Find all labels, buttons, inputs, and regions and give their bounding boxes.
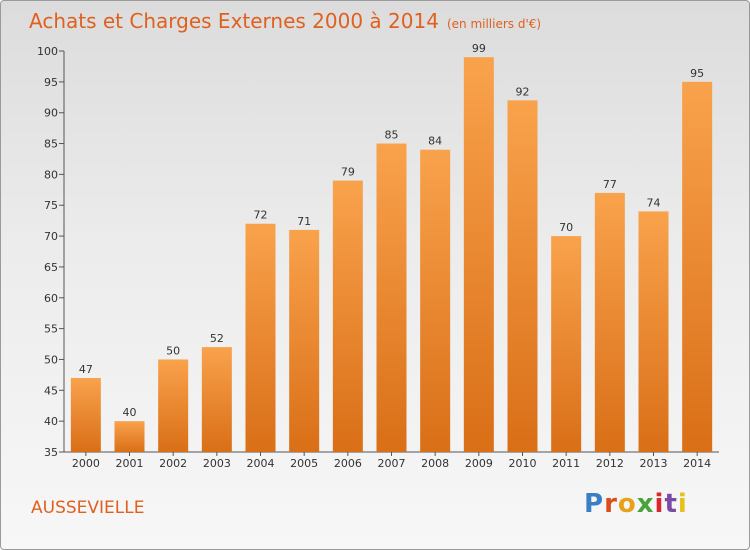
- y-tick-label: 90: [44, 107, 58, 120]
- bar-2006: [332, 180, 363, 453]
- bar-2000: [70, 377, 101, 452]
- logo-letter: t: [664, 489, 678, 519]
- logo-letter: x: [636, 489, 655, 519]
- logo-letter: i: [654, 489, 665, 519]
- bar-2007: [376, 143, 407, 453]
- y-tick-label: 100: [37, 45, 58, 58]
- y-tick-label: 35: [44, 446, 58, 459]
- logo-letter: P: [584, 489, 605, 519]
- y-tick-label: 45: [44, 384, 58, 397]
- value-label-2010: 92: [516, 85, 530, 98]
- y-tick-label: 75: [44, 199, 58, 212]
- bar-2008: [420, 149, 451, 452]
- bar-2002: [158, 359, 189, 452]
- value-label-2014: 95: [690, 67, 704, 80]
- x-tick-label-2008: 2008: [421, 457, 449, 470]
- bar-2014: [682, 81, 713, 452]
- x-tick-label-2000: 2000: [72, 457, 100, 470]
- value-label-2002: 50: [166, 344, 180, 357]
- x-tick-label-2010: 2010: [509, 457, 537, 470]
- x-tick-label-2004: 2004: [247, 457, 275, 470]
- value-label-2004: 72: [254, 209, 268, 222]
- y-tick-label: 40: [44, 415, 58, 428]
- value-label-2005: 71: [297, 215, 311, 228]
- chart-title: Achats et Charges Externes 2000 à 2014 (e…: [29, 9, 541, 33]
- y-tick-label: 60: [44, 292, 58, 305]
- x-tick-label-2012: 2012: [596, 457, 624, 470]
- y-tick-label: 65: [44, 261, 58, 274]
- value-label-2000: 47: [79, 363, 93, 376]
- axes: 35 40 45 50 55 60 65 70 75 80 85 90 95 100 2000 2001 200…: [37, 45, 719, 470]
- value-label-2007: 85: [385, 129, 399, 142]
- bar-2003: [201, 347, 232, 452]
- bar-2011: [551, 236, 582, 452]
- value-label-2006: 79: [341, 166, 355, 179]
- title-text: Achats et Charges Externes 2000 à 2014: [29, 9, 439, 33]
- bar-2009: [463, 57, 494, 453]
- x-tick-label-2003: 2003: [203, 457, 231, 470]
- value-label-2012: 77: [603, 178, 617, 191]
- x-tick-label-2013: 2013: [640, 457, 668, 470]
- bars: 47 40 50 52 72 71 79 85 84 99 92 70 77 74 95: [70, 42, 713, 453]
- x-tick-label-2002: 2002: [159, 457, 187, 470]
- value-label-2001: 40: [123, 406, 137, 419]
- location-label: AUSSEVIELLE: [31, 498, 145, 518]
- title-unit: (en milliers d'€): [446, 17, 542, 31]
- value-label-2008: 84: [428, 135, 442, 148]
- proxiti-logo: Proxiti: [584, 489, 688, 519]
- logo-letter: r: [604, 489, 618, 519]
- x-tick-label-2014: 2014: [683, 457, 711, 470]
- y-tick-label: 95: [44, 76, 58, 89]
- logo-letter: i: [677, 489, 688, 519]
- value-label-2013: 74: [647, 196, 661, 209]
- logo-letter: o: [617, 489, 637, 519]
- x-tick-label-2005: 2005: [290, 457, 318, 470]
- y-tick-label: 80: [44, 168, 58, 181]
- x-tick-label-2001: 2001: [116, 457, 144, 470]
- x-tick-label-2011: 2011: [552, 457, 580, 470]
- bar-2010: [507, 100, 538, 452]
- x-tick-label-2006: 2006: [334, 457, 362, 470]
- y-tick-label: 50: [44, 353, 58, 366]
- y-tick-label: 55: [44, 323, 58, 336]
- y-tick-label: 85: [44, 138, 58, 151]
- bar-2012: [594, 192, 625, 452]
- x-tick-label-2007: 2007: [378, 457, 406, 470]
- bar-2005: [289, 229, 320, 452]
- bar-2013: [638, 211, 669, 452]
- value-label-2009: 99: [472, 42, 486, 55]
- value-label-2003: 52: [210, 332, 224, 345]
- value-label-2011: 70: [559, 221, 573, 234]
- x-tick-label-2009: 2009: [465, 457, 493, 470]
- bar-2001: [114, 421, 145, 452]
- y-tick-label: 70: [44, 230, 58, 243]
- bar-2004: [245, 223, 276, 452]
